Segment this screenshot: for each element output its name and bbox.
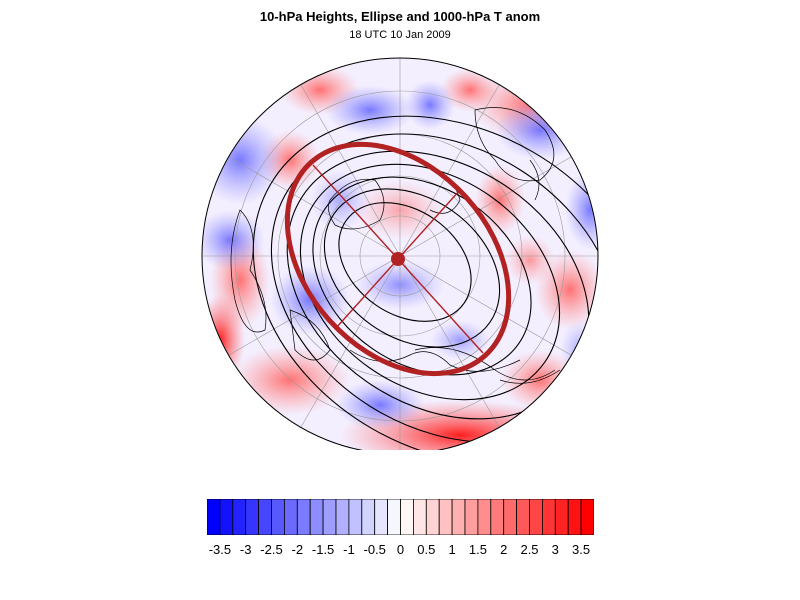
colorbar-bin [464, 499, 479, 535]
colorbar-bin [425, 499, 440, 535]
colorbar-tick-label: 2 [500, 542, 508, 557]
colorbar-bin [387, 499, 401, 535]
colorbar-bin [207, 499, 221, 535]
plot-subtitle: 18 UTC 10 Jan 2009 [349, 29, 451, 41]
colorbar-tick-label: -1 [343, 542, 355, 557]
colorbar-bin [516, 499, 530, 535]
colorbar-bin [245, 499, 260, 535]
globe-boundary [201, 57, 599, 450]
colorbar-tick-label: 0.5 [417, 542, 436, 557]
colorbar-bin [490, 499, 505, 535]
colorbar-bin [580, 499, 594, 535]
colorbar-bin [348, 499, 363, 535]
colorbar-bin [232, 499, 247, 535]
colorbar-tick-label: 2.5 [520, 542, 539, 557]
colorbar-bin [554, 499, 569, 535]
colorbar [207, 499, 594, 535]
colorbar-bin [219, 499, 234, 535]
colorbar-bin [529, 499, 543, 535]
colorbar-tick-label: -1.5 [311, 542, 335, 557]
colorbar-bin [438, 499, 453, 535]
polar-map [201, 57, 599, 450]
colorbar-bin [309, 499, 324, 535]
colorbar-bin [271, 499, 285, 535]
colorbar-bin [374, 499, 388, 535]
colorbar-tick-label: -3.5 [208, 542, 232, 557]
colorbar-bin [322, 499, 337, 535]
colorbar-bin [503, 499, 518, 535]
colorbar-tick-label: -2 [291, 542, 304, 557]
colorbar-bin [296, 499, 311, 535]
colorbar-tick-label: -2.5 [260, 542, 283, 557]
height-contours [252, 115, 598, 450]
colorbar-tick-label: 0 [396, 542, 405, 557]
colorbar-bin [477, 499, 492, 535]
colorbar-bin [258, 499, 272, 535]
colorbar-tick-label: 3.5 [572, 542, 591, 557]
colorbar-tick-label: -0.5 [363, 542, 386, 557]
colorbar-bin [361, 499, 376, 535]
colorbar-bin [400, 499, 414, 535]
colorbar-bin [451, 499, 466, 535]
colorbar-tick-label: 3 [551, 542, 559, 557]
colorbar-tick-label: 1 [448, 542, 456, 557]
colorbar-bin [335, 499, 350, 535]
colorbar-bin [541, 499, 556, 535]
colorbar-bin [284, 499, 298, 535]
colorbar-bin [567, 499, 582, 535]
colorbar-labels: -3.5 -3 -2.5 -2 -1.5 -1 -0.5 0 0.5 1 1.5 2 2.5 3 3.5 [0, 542, 800, 560]
vortex-ellipse [284, 141, 512, 377]
colorbar-tick-label: 1.5 [468, 542, 487, 557]
colorbar-tick-label: -3 [239, 542, 252, 557]
plot-title: 10-hPa Heights, Ellipse and 1000-hPa T a… [259, 9, 541, 24]
colorbar-bin [412, 499, 427, 535]
